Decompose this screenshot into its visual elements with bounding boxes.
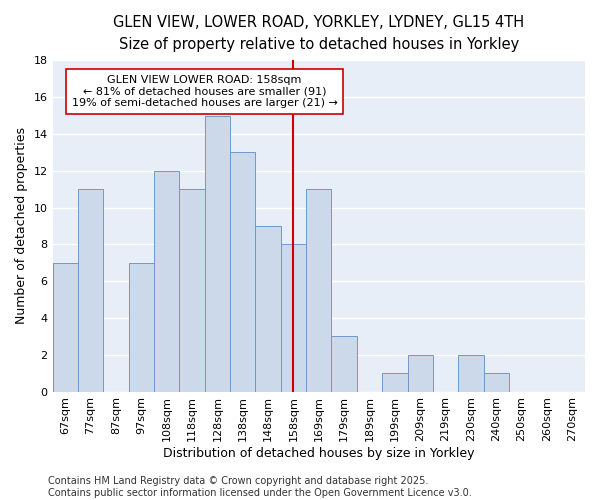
Text: GLEN VIEW LOWER ROAD: 158sqm
← 81% of detached houses are smaller (91)
19% of se: GLEN VIEW LOWER ROAD: 158sqm ← 81% of de… bbox=[72, 75, 338, 108]
Bar bbox=[458, 355, 484, 392]
Bar bbox=[205, 116, 230, 392]
Bar bbox=[484, 373, 509, 392]
Bar bbox=[306, 189, 331, 392]
Bar bbox=[382, 373, 407, 392]
Bar bbox=[78, 189, 103, 392]
Bar bbox=[179, 189, 205, 392]
Bar bbox=[331, 336, 357, 392]
Bar bbox=[256, 226, 281, 392]
Bar bbox=[53, 263, 78, 392]
Bar bbox=[407, 355, 433, 392]
Bar bbox=[230, 152, 256, 392]
Bar bbox=[128, 263, 154, 392]
Y-axis label: Number of detached properties: Number of detached properties bbox=[15, 128, 28, 324]
Title: GLEN VIEW, LOWER ROAD, YORKLEY, LYDNEY, GL15 4TH
Size of property relative to de: GLEN VIEW, LOWER ROAD, YORKLEY, LYDNEY, … bbox=[113, 15, 524, 52]
Bar bbox=[281, 244, 306, 392]
Bar bbox=[154, 170, 179, 392]
Text: Contains HM Land Registry data © Crown copyright and database right 2025.
Contai: Contains HM Land Registry data © Crown c… bbox=[48, 476, 472, 498]
X-axis label: Distribution of detached houses by size in Yorkley: Distribution of detached houses by size … bbox=[163, 447, 475, 460]
